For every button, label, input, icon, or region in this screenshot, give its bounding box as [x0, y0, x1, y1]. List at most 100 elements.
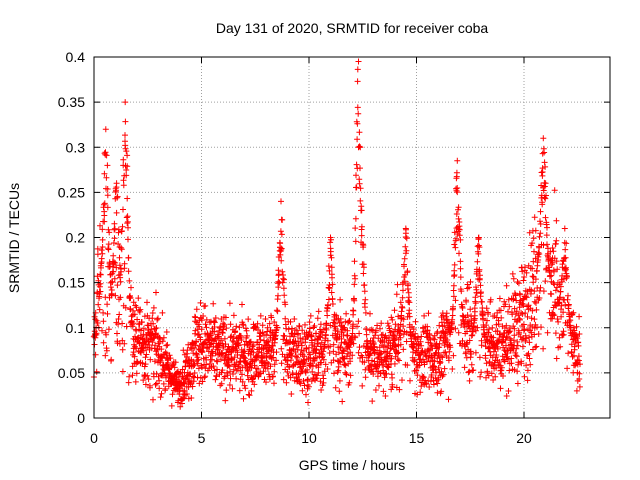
data-point — [543, 192, 549, 199]
data-point — [533, 306, 540, 313]
data-point — [240, 395, 247, 402]
data-point — [303, 391, 309, 398]
data-point — [363, 331, 370, 338]
data-point — [271, 368, 278, 375]
data-point — [486, 326, 492, 333]
data-point — [245, 391, 252, 398]
data-point — [551, 187, 558, 194]
data-point — [265, 339, 272, 345]
data-point — [130, 299, 137, 306]
data-point — [492, 373, 499, 380]
data-point — [447, 344, 454, 351]
data-point — [404, 268, 411, 275]
data-point — [239, 371, 245, 378]
data-point — [179, 366, 186, 373]
data-point — [514, 342, 521, 349]
data-point — [103, 331, 110, 338]
data-point — [335, 363, 342, 370]
data-point — [104, 162, 111, 169]
data-point — [340, 355, 347, 362]
data-point — [214, 366, 220, 373]
data-point — [476, 354, 483, 361]
data-point — [309, 368, 316, 375]
data-point — [152, 342, 159, 349]
data-point — [520, 302, 527, 309]
data-point — [221, 373, 228, 380]
data-point — [536, 244, 543, 251]
data-point — [297, 335, 304, 342]
data-point — [199, 378, 206, 385]
data-point — [105, 246, 112, 253]
data-point — [522, 293, 529, 300]
data-point — [104, 186, 111, 192]
data-point — [344, 327, 351, 334]
data-point — [145, 376, 152, 383]
data-point — [118, 228, 125, 234]
data-point — [434, 328, 441, 335]
data-point — [535, 331, 542, 337]
data-point — [354, 136, 361, 143]
data-point — [96, 306, 103, 313]
data-point — [197, 336, 204, 343]
data-point — [218, 337, 225, 344]
data-point — [228, 357, 235, 364]
data-point — [143, 351, 150, 358]
data-point — [203, 324, 210, 331]
data-point — [564, 365, 571, 372]
data-point — [562, 254, 569, 261]
data-point — [351, 297, 358, 304]
data-point — [129, 363, 136, 370]
data-point — [537, 218, 543, 225]
data-point — [283, 379, 290, 386]
data-point — [273, 349, 280, 356]
data-point — [352, 238, 359, 245]
data-point — [452, 297, 459, 304]
data-point — [312, 375, 319, 382]
data-point — [528, 315, 535, 322]
data-point — [171, 364, 178, 371]
data-point — [418, 342, 425, 349]
data-point — [324, 337, 331, 344]
data-point — [159, 309, 166, 316]
data-point — [318, 387, 325, 393]
data-point — [239, 378, 246, 385]
data-point — [490, 334, 497, 341]
data-point — [245, 368, 252, 374]
data-point — [524, 313, 531, 320]
data-point — [124, 218, 131, 225]
data-point — [332, 384, 339, 391]
data-point — [121, 260, 128, 267]
data-point — [283, 325, 290, 332]
data-point — [569, 353, 576, 360]
data-point — [275, 271, 282, 278]
data-point — [401, 255, 408, 262]
data-point — [153, 289, 159, 296]
data-point — [449, 366, 456, 372]
data-point — [177, 403, 184, 410]
data-point — [523, 335, 530, 342]
data-point — [226, 363, 233, 370]
data-point — [297, 380, 304, 387]
data-point — [320, 379, 327, 386]
data-point — [455, 329, 462, 336]
data-point — [357, 144, 364, 151]
data-point — [466, 368, 473, 375]
data-point — [290, 333, 297, 340]
data-point — [285, 326, 292, 333]
data-point — [123, 167, 130, 173]
data-point — [576, 313, 583, 320]
data-point — [299, 387, 306, 394]
data-point — [215, 341, 222, 348]
data-point — [311, 357, 318, 364]
data-point — [239, 301, 245, 308]
data-point — [119, 368, 126, 375]
data-point — [121, 340, 128, 347]
data-point — [124, 220, 131, 227]
data-point — [468, 361, 475, 368]
data-point — [102, 126, 109, 133]
data-point — [242, 385, 249, 392]
data-point — [520, 277, 527, 284]
data-point — [465, 369, 472, 376]
data-point — [116, 254, 123, 261]
